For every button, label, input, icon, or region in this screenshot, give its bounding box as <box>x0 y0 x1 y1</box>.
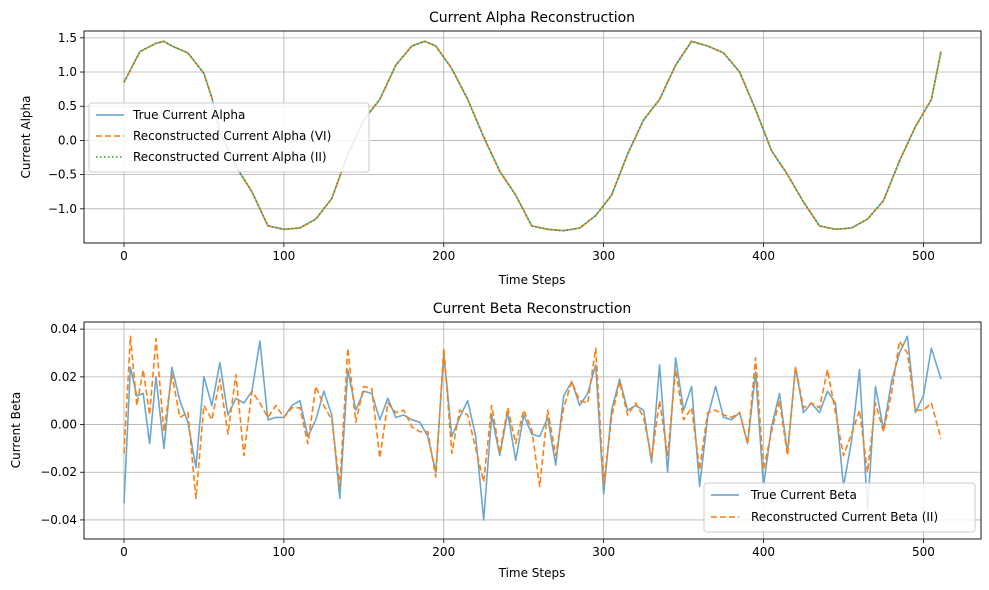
alpha-legend-box <box>88 102 370 173</box>
beta-y-tick-label: 0.04 <box>50 322 77 336</box>
beta-plot-frame <box>83 321 982 540</box>
beta-y-tick-label: −0.02 <box>40 465 77 479</box>
beta-legend: True Current Beta Reconstructed Current … <box>703 482 976 533</box>
beta-y-ticks: −0.04 −0.02 0.00 0.02 0.04 <box>40 322 84 527</box>
alpha-x-ticks: 0 100 200 300 400 500 <box>120 243 935 263</box>
beta-x-ticks: 0 100 200 300 400 500 <box>120 539 935 559</box>
beta-x-tick-label: 500 <box>912 545 935 559</box>
alpha-y-tick-label: 1.5 <box>58 31 77 45</box>
alpha-legend-label-2: Reconstructed Current Alpha (II) <box>133 150 327 164</box>
alpha-y-tick-label: 0.5 <box>58 99 77 113</box>
beta-y-tick-label: 0.00 <box>50 418 77 432</box>
alpha-x-tick-label: 100 <box>272 249 295 263</box>
alpha-y-tick-label: 1.0 <box>58 65 77 79</box>
beta-x-tick-label: 200 <box>432 545 455 559</box>
beta-x-tick-label: 100 <box>272 545 295 559</box>
alpha-x-tick-label: 400 <box>752 249 775 263</box>
alpha-x-tick-label: 500 <box>912 249 935 263</box>
alpha-chart-title: Current Alpha Reconstruction <box>429 10 635 26</box>
beta-y-axis-label: Current Beta <box>9 392 23 469</box>
alpha-y-tick-label: −0.5 <box>48 168 77 182</box>
beta-lines <box>123 335 942 521</box>
beta-legend-label-1: Reconstructed Current Beta (II) <box>751 510 938 524</box>
beta-x-tick-label: 0 <box>120 545 128 559</box>
alpha-x-axis-label: Time Steps <box>498 273 566 287</box>
beta-chart-title: Current Beta Reconstruction <box>433 301 632 317</box>
beta-legend-label-0: True Current Beta <box>750 488 857 502</box>
alpha-legend-label-1: Reconstructed Current Alpha (VI) <box>133 129 331 143</box>
beta-y-tick-label: 0.02 <box>50 370 77 384</box>
beta-x-axis-label: Time Steps <box>498 566 566 580</box>
alpha-y-tick-label: −1.0 <box>48 202 77 216</box>
beta-x-tick-label: 300 <box>592 545 615 559</box>
alpha-x-tick-label: 200 <box>432 249 455 263</box>
alpha-legend: True Current Alpha Reconstructed Current… <box>88 102 370 173</box>
beta-series-line-0 <box>123 335 942 521</box>
beta-x-tick-label: 400 <box>752 545 775 559</box>
beta-legend-box <box>703 482 976 533</box>
alpha-y-axis-label: Current Alpha <box>19 95 33 178</box>
beta-series-line-1 <box>123 335 942 500</box>
alpha-y-ticks: −1.0 −0.5 0.0 0.5 1.0 1.5 <box>48 31 84 216</box>
beta-y-tick-label: −0.04 <box>40 513 77 527</box>
alpha-chart: 0 100 200 300 400 500 −1.0 −0.5 0.0 0.5 1.0 1.5 Cu… <box>19 10 982 287</box>
alpha-plot-frame <box>83 30 982 244</box>
alpha-y-tick-label: 0.0 <box>58 133 77 147</box>
alpha-x-tick-label: 300 <box>592 249 615 263</box>
alpha-x-tick-label: 0 <box>120 249 128 263</box>
beta-chart: 0 100 200 300 400 500 −0.04−0.020.000.020.04 … <box>9 301 982 580</box>
alpha-legend-label-0: True Current Alpha <box>132 108 245 122</box>
